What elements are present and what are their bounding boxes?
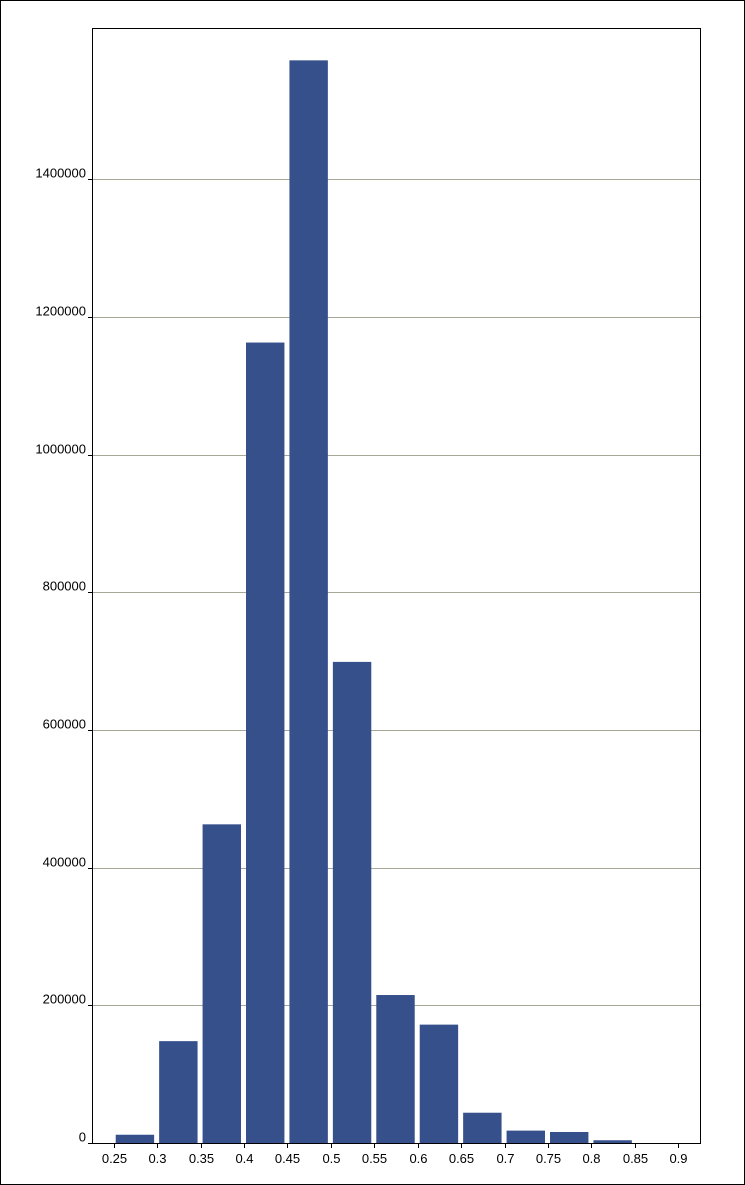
histogram-bar [115,1134,155,1143]
x-tick-label: 0.7 [496,1151,514,1166]
x-tick-label: 0.65 [449,1151,474,1166]
x-tick-labels: 0.25 0.3 0.35 0.4 0.45 0.5 0.55 0.6 0.65 0.7 0.75 0… [102,1151,688,1166]
x-tick-label: 0.6 [409,1151,427,1166]
histogram-bar [246,342,285,1143]
histogram-bar [463,1112,502,1143]
y-tick-label: 0 [79,1130,86,1145]
y-tick-label: 1400000 [35,166,86,181]
gridlines [92,179,700,1006]
y-tick-label: 1000000 [35,442,86,457]
x-tick-label: 0.55 [362,1151,387,1166]
y-tick-label: 800000 [43,579,86,594]
histogram-bar [159,1041,198,1143]
histogram-bar [593,1140,632,1143]
histogram-bar [506,1130,545,1143]
histogram-bar [202,824,241,1143]
histogram-bar [289,60,328,1144]
histogram-bar [550,1131,589,1143]
x-tick-label: 0.3 [148,1151,166,1166]
x-tick-label: 0.8 [582,1151,600,1166]
y-tick-label: 200000 [43,992,86,1007]
histogram-bar [419,1024,459,1143]
histogram-bar [332,661,372,1143]
axes [88,28,701,1148]
y-tick-labels: 0 200000 400000 600000 800000 1000000 1200000 1… [35,166,86,1145]
x-tick-label: 0.9 [669,1151,687,1166]
y-tick-label: 400000 [43,855,86,870]
y-tick-label: 600000 [43,717,86,732]
x-tick-label: 0.4 [235,1151,253,1166]
bars [115,60,632,1144]
x-tick-label: 0.85 [623,1151,648,1166]
y-tick-label: 1200000 [35,304,86,319]
x-tick-label: 0.5 [322,1151,340,1166]
x-tick-label: 0.25 [102,1151,127,1166]
x-tick-label: 0.35 [189,1151,214,1166]
histogram-bar [376,995,415,1143]
x-tick-label: 0.75 [536,1151,561,1166]
plot-area-border [92,28,701,1144]
x-tick-label: 0.45 [275,1151,300,1166]
